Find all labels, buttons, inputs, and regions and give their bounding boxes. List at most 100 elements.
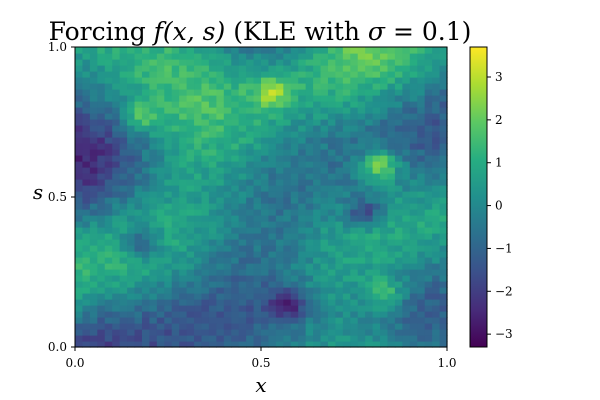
heatmap-cell xyxy=(149,119,158,126)
heatmap-cell xyxy=(104,113,113,120)
heatmap-cell xyxy=(104,341,113,348)
heatmap-cell xyxy=(357,329,366,336)
heatmap-cell xyxy=(253,53,262,60)
heatmap-cell xyxy=(417,77,426,84)
heatmap-cell xyxy=(134,227,143,234)
heatmap-cell xyxy=(283,341,292,348)
heatmap-cell xyxy=(327,167,336,174)
heatmap-cell xyxy=(104,125,113,132)
heatmap-cell xyxy=(223,269,232,276)
heatmap-cell xyxy=(335,95,344,102)
heatmap-cell xyxy=(350,215,359,222)
heatmap-cell xyxy=(171,323,180,330)
heatmap-cell xyxy=(112,125,121,132)
heatmap-cell xyxy=(432,197,441,204)
heatmap-cell xyxy=(350,257,359,264)
heatmap-cell xyxy=(342,341,351,348)
heatmap-cell xyxy=(417,143,426,150)
heatmap-cell xyxy=(387,59,396,66)
heatmap-cell xyxy=(112,89,121,96)
colorbar-tick-label: 1 xyxy=(495,156,503,170)
heatmap-cell xyxy=(268,143,277,150)
heatmap-cell xyxy=(439,275,448,282)
heatmap-cell xyxy=(305,155,314,162)
heatmap-cell xyxy=(305,173,314,180)
heatmap-cell xyxy=(216,113,225,120)
heatmap-cell xyxy=(134,287,143,294)
heatmap-cell xyxy=(156,257,165,264)
heatmap-cell xyxy=(350,125,359,132)
heatmap-cell xyxy=(261,167,270,174)
heatmap-cell xyxy=(179,209,188,216)
heatmap-cell xyxy=(372,323,381,330)
heatmap-cell xyxy=(275,191,284,198)
heatmap-cell xyxy=(365,257,374,264)
heatmap-cell xyxy=(238,89,247,96)
heatmap-cell xyxy=(171,53,180,60)
heatmap-cell xyxy=(164,239,173,246)
heatmap-cell xyxy=(320,323,329,330)
heatmap-cell xyxy=(156,239,165,246)
heatmap-cell xyxy=(417,335,426,342)
heatmap-cell xyxy=(119,209,128,216)
heatmap-cell xyxy=(89,269,98,276)
heatmap-cell xyxy=(164,47,173,54)
heatmap-cell xyxy=(320,173,329,180)
heatmap-cell xyxy=(186,53,195,60)
heatmap-cell xyxy=(223,179,232,186)
heatmap-cell xyxy=(432,95,441,102)
heatmap-cell xyxy=(350,173,359,180)
heatmap-cell xyxy=(149,59,158,66)
heatmap-cell xyxy=(320,113,329,120)
heatmap-cell xyxy=(201,119,210,126)
heatmap-cell xyxy=(290,155,299,162)
heatmap-cell xyxy=(275,89,284,96)
heatmap-cell xyxy=(216,107,225,114)
heatmap-cell xyxy=(432,185,441,192)
heatmap-cell xyxy=(305,305,314,312)
heatmap-cell xyxy=(231,197,240,204)
heatmap-cell xyxy=(357,227,366,234)
heatmap-cell xyxy=(327,269,336,276)
heatmap-cell xyxy=(156,119,165,126)
heatmap-cell xyxy=(97,215,106,222)
heatmap-cell xyxy=(119,233,128,240)
heatmap-cell xyxy=(342,65,351,72)
heatmap-cell xyxy=(112,311,121,318)
heatmap-cell xyxy=(82,131,91,138)
heatmap-cell xyxy=(194,65,203,72)
heatmap-cell xyxy=(432,305,441,312)
heatmap-cell xyxy=(409,293,418,300)
heatmap-cell xyxy=(268,293,277,300)
heatmap-cell xyxy=(231,239,240,246)
heatmap-cell xyxy=(335,287,344,294)
heatmap-cell xyxy=(342,335,351,342)
heatmap-cell xyxy=(268,161,277,168)
heatmap-cell xyxy=(82,191,91,198)
heatmap-cell xyxy=(335,209,344,216)
heatmap-cell xyxy=(417,203,426,210)
heatmap-cell xyxy=(164,83,173,90)
heatmap-cell xyxy=(127,335,136,342)
heatmap-cell xyxy=(268,257,277,264)
heatmap-cell xyxy=(305,257,314,264)
heatmap-cell xyxy=(305,131,314,138)
heatmap-cell xyxy=(89,335,98,342)
heatmap-cell xyxy=(97,173,106,180)
heatmap-cell xyxy=(327,77,336,84)
heatmap-cell xyxy=(283,275,292,282)
heatmap-cell xyxy=(261,341,270,348)
heatmap-cell xyxy=(179,47,188,54)
heatmap-cell xyxy=(268,203,277,210)
heatmap-cell xyxy=(179,53,188,60)
heatmap-cell xyxy=(201,167,210,174)
heatmap-cell xyxy=(439,101,448,108)
heatmap-cell xyxy=(112,131,121,138)
heatmap-cell xyxy=(402,299,411,306)
heatmap-cell xyxy=(320,215,329,222)
heatmap-cell xyxy=(216,71,225,78)
heatmap-cell xyxy=(246,185,255,192)
heatmap-cell xyxy=(394,131,403,138)
heatmap-cell xyxy=(387,101,396,108)
heatmap-cell xyxy=(119,329,128,336)
